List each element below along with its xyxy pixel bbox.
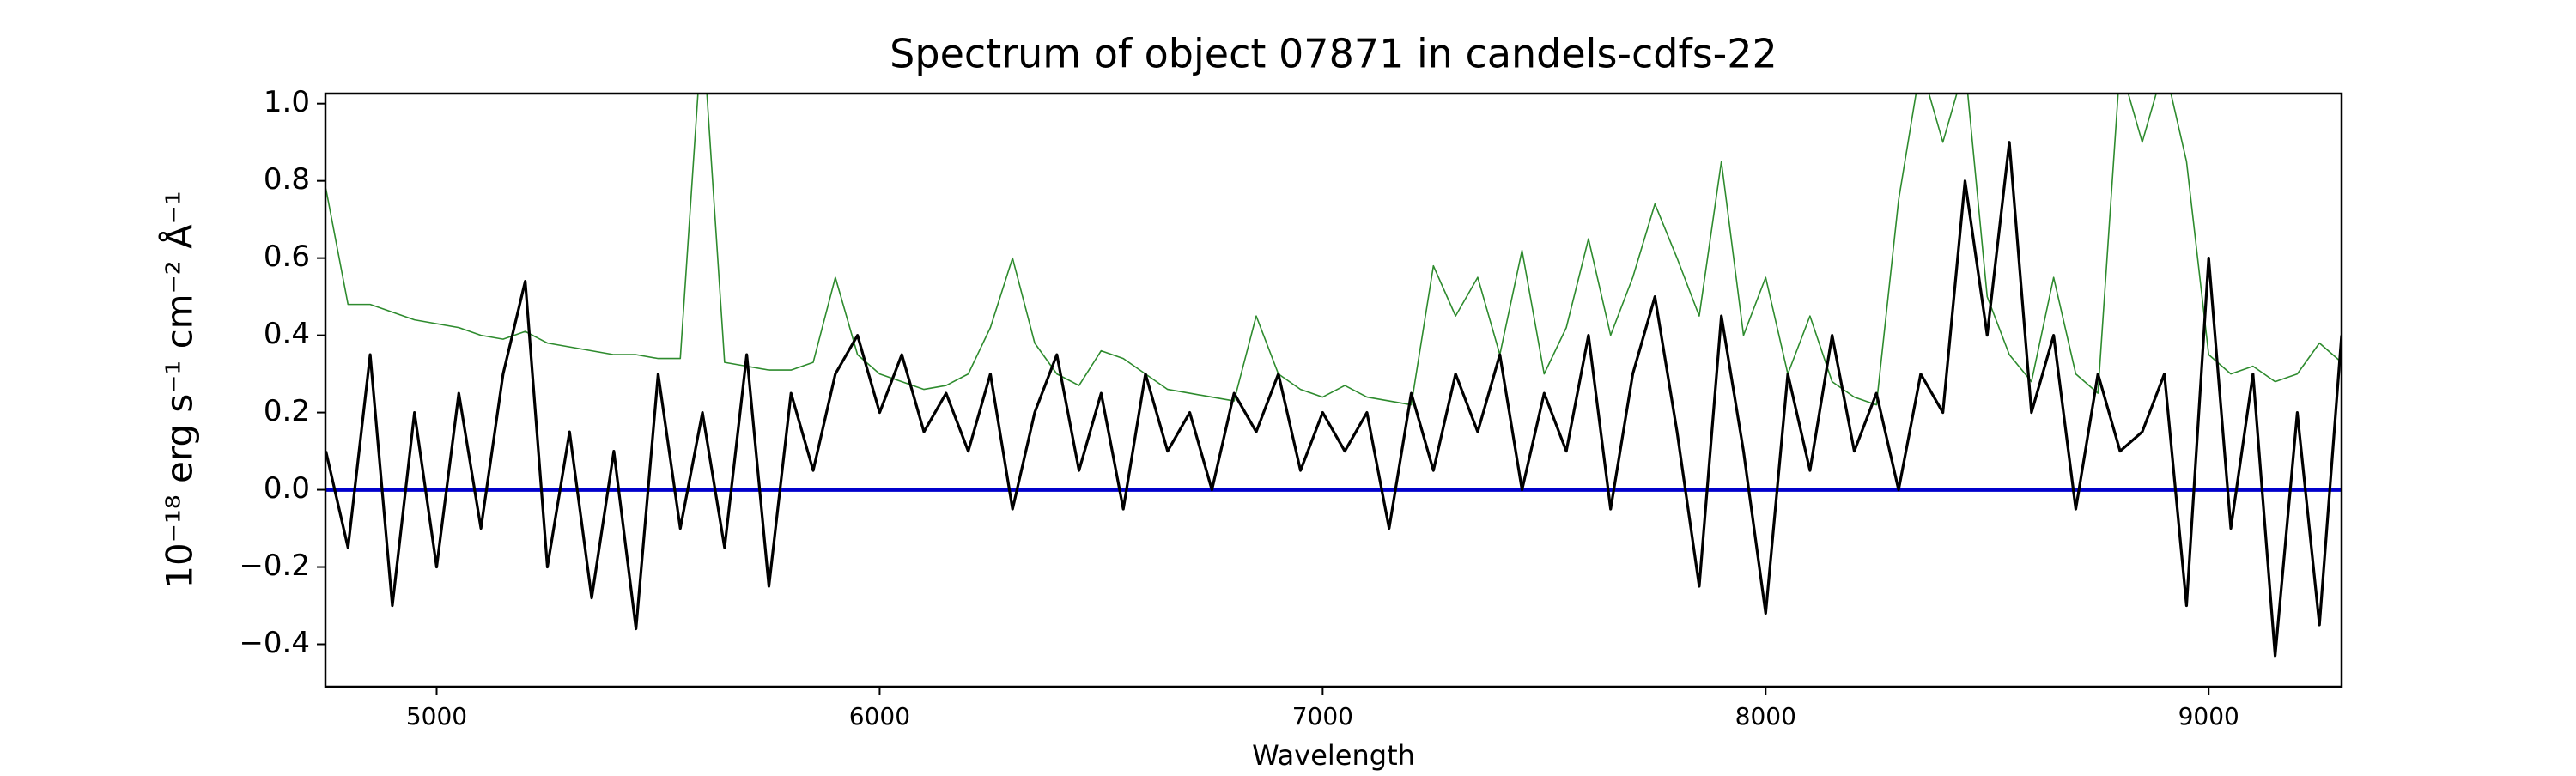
plot-area: [325, 94, 2342, 658]
y-tick-label: −0.4: [239, 626, 310, 660]
x-tick-label: 8000: [1735, 702, 1796, 731]
y-tick-label: 0.4: [264, 317, 310, 351]
y-tick-label: −0.2: [239, 549, 310, 583]
y-tick-label: 1.0: [264, 85, 310, 119]
y-tick-label: 0.6: [264, 239, 310, 274]
x-tick-label: 6000: [849, 702, 910, 731]
spectrum-line: [325, 94, 2342, 406]
y-tick-label: 0.0: [264, 471, 310, 506]
chart-title: Spectrum of object 07871 in candels-cdfs…: [890, 31, 1777, 77]
y-tick-label: 0.2: [264, 394, 310, 428]
x-tick-label: 5000: [406, 702, 467, 731]
spectrum-line: [325, 141, 2342, 658]
x-tick-label: 9000: [2178, 702, 2239, 731]
axes-frame: [324, 92, 2343, 688]
x-tick-label: 7000: [1292, 702, 1353, 731]
y-tick-label: 0.8: [264, 162, 310, 197]
x-axis-label: Wavelength: [1252, 739, 1415, 772]
y-axis-label: 10⁻¹⁸ erg s⁻¹ cm⁻² Å⁻¹: [158, 191, 201, 588]
